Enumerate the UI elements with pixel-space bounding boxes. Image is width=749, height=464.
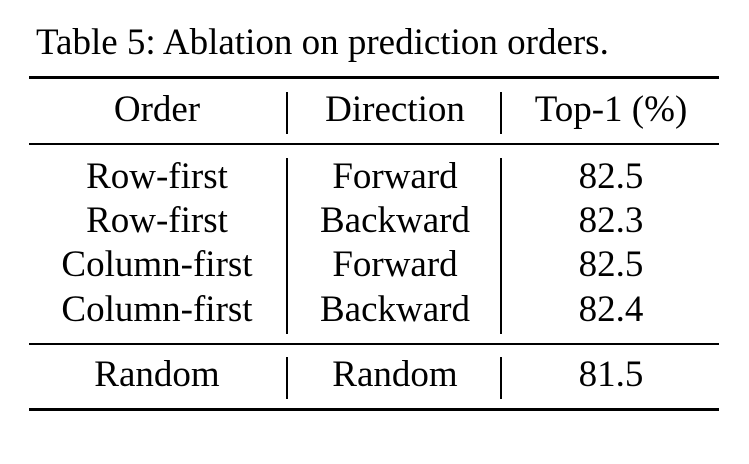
table-row-1-direction: Forward <box>332 156 458 197</box>
random-row-direction: Random <box>332 354 458 395</box>
header-top1: Top-1 (%) <box>534 89 688 130</box>
header-rule <box>29 143 719 145</box>
random-divider-2 <box>500 357 502 399</box>
table-row-4-top1: 82.4 <box>578 289 644 330</box>
table-row-4-order: Column-first <box>61 289 253 330</box>
table-row-1-order: Row-first <box>86 156 228 197</box>
random-divider-1 <box>286 357 288 399</box>
table-row-3-direction: Forward <box>332 244 458 285</box>
body-divider-2 <box>500 158 502 334</box>
header-divider-2 <box>500 92 502 134</box>
body-divider-1 <box>286 158 288 334</box>
bottom-rule <box>29 408 719 411</box>
table-row-3-order: Column-first <box>61 244 253 285</box>
random-row-order: Random <box>94 354 220 395</box>
table-row-3-top1: 82.5 <box>578 244 644 285</box>
table-row-2-order: Row-first <box>86 200 228 241</box>
table-row-2-top1: 82.3 <box>578 200 644 241</box>
random-row-top1: 81.5 <box>578 354 644 395</box>
header-order: Order <box>113 89 201 130</box>
table-row-1-top1: 82.5 <box>578 156 644 197</box>
random-rule <box>29 343 719 345</box>
header-direction: Direction <box>325 89 465 130</box>
table-row-4-direction: Backward <box>320 289 470 330</box>
table-row-2-direction: Backward <box>320 200 470 241</box>
header-divider-1 <box>286 92 288 134</box>
table-caption: Table 5: Ablation on prediction orders. <box>36 22 609 63</box>
top-rule <box>29 76 719 79</box>
